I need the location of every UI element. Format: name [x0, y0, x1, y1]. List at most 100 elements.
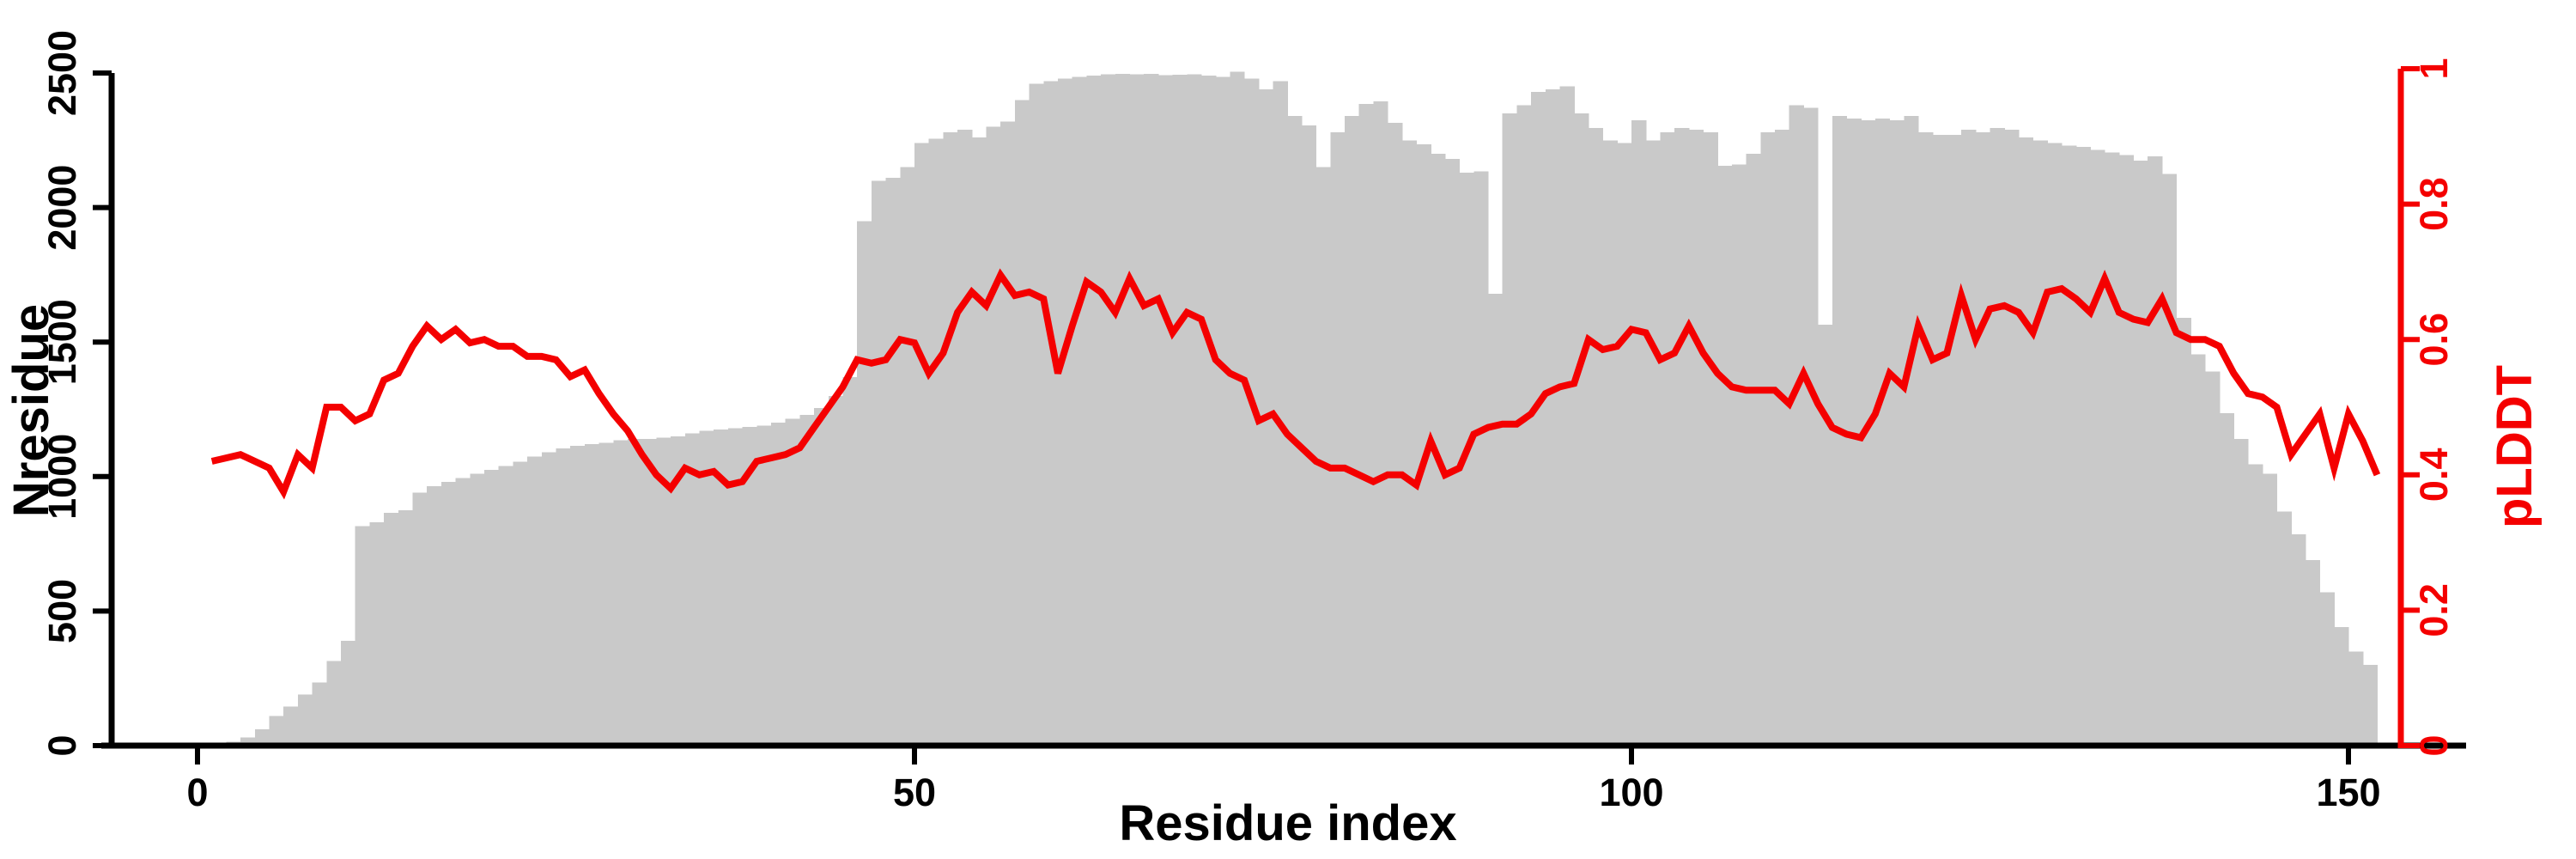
nresidue-bar [1014, 100, 1030, 746]
nresidue-bar [1373, 101, 1388, 746]
nresidue-bar [2334, 627, 2349, 746]
nresidue-bar [1731, 164, 1747, 746]
nresidue-bar [871, 180, 887, 746]
nresidue-bar [1502, 113, 1517, 746]
bars-layer [226, 71, 2378, 746]
nresidue-bar [1803, 107, 1819, 746]
nresidue-bar [355, 526, 370, 746]
nresidue-bar [1388, 122, 1403, 746]
nresidue-bar [1301, 125, 1317, 746]
nresidue-bar [1846, 119, 1862, 746]
nresidue-bar [283, 706, 299, 746]
nresidue-bar [1287, 116, 1303, 746]
nresidue-bar [484, 470, 500, 746]
nresidue-bar [2190, 354, 2206, 746]
nresidue-bar [1904, 116, 1919, 746]
nresidue-bar [671, 436, 686, 746]
nresidue-bar [1029, 83, 1044, 746]
nresidue-bar [2348, 651, 2364, 746]
nresidue-bar [1660, 131, 1675, 746]
nresidue-bar [2305, 559, 2321, 746]
nresidue-bar [1473, 171, 1489, 746]
nresidue-bar [1746, 154, 1761, 746]
y-left-tick-label: 500 [40, 579, 84, 643]
nresidue-bar [1932, 135, 1947, 746]
nresidue-bar [1072, 76, 1087, 746]
nresidue-bar [1688, 129, 1704, 746]
nresidue-bar [2161, 174, 2178, 746]
nresidue-bar [2090, 149, 2105, 746]
nresidue-bar [1144, 73, 1159, 746]
nresidue-bar [943, 131, 958, 746]
nresidue-bar [556, 448, 571, 746]
nresidue-bar [2248, 464, 2263, 746]
nresidue-bar [412, 492, 428, 746]
nresidue-bar [885, 178, 901, 746]
x-axis-title: Residue index [1119, 795, 1456, 851]
nresidue-bar [857, 221, 872, 746]
nresidue-bar [971, 137, 987, 746]
nresidue-bar [1086, 76, 1102, 746]
nresidue-bar [1717, 166, 1733, 746]
nresidue-bar [785, 418, 800, 746]
nresidue-bar [742, 426, 757, 746]
x-tick-label: 50 [893, 771, 936, 814]
nresidue-bar [1244, 78, 1260, 746]
nresidue-bar [1703, 131, 1718, 746]
nresidue-bar [2291, 534, 2306, 746]
nresidue-bar [369, 522, 385, 746]
nresidue-bar [1760, 131, 1776, 746]
nresidue-bar [2047, 143, 2063, 746]
nresidue-bar [1975, 131, 1991, 746]
nresidue-bar [2362, 665, 2378, 746]
nresidue-bar [1444, 159, 1461, 746]
nresidue-bar [254, 729, 270, 746]
nresidue-bar [1617, 143, 1632, 746]
axes-layer: 0 50 100 1500500100015002000250000.20.40.60… [40, 30, 2466, 814]
nresidue-bar [771, 423, 787, 746]
nresidue-bar [427, 485, 442, 746]
nresidue-bar [1645, 140, 1661, 746]
nresidue-bar [1401, 140, 1418, 746]
nresidue-bar [628, 439, 643, 746]
nresidue-bar [684, 433, 701, 746]
nresidue-bar [1187, 74, 1202, 746]
nresidue-bar [986, 126, 1001, 746]
y-right-tick-label: 1 [2412, 58, 2456, 79]
nresidue-bar [584, 444, 600, 746]
nresidue-bar [455, 478, 471, 746]
nresidue-bar [1215, 76, 1230, 746]
nresidue-bar [2219, 413, 2234, 746]
nresidue-bar [1000, 121, 1016, 746]
nresidue-bar [1058, 78, 1073, 746]
nresidue-bar [1861, 119, 1876, 746]
nresidue-bar [598, 442, 614, 746]
nresidue-bar [2276, 511, 2292, 746]
nresidue-bar [1961, 129, 1977, 746]
nresidue-bar [1129, 74, 1145, 746]
nresidue-bar [2062, 145, 2077, 746]
y-right-tick-label: 0.8 [2412, 177, 2456, 231]
y-right-tick-label: 0.2 [2412, 583, 2456, 637]
nresidue-bar [1545, 88, 1561, 746]
nresidue-bar [2133, 160, 2148, 746]
nresidue-bar [756, 425, 772, 746]
nresidue-bar [440, 482, 457, 746]
nresidue-bar [1330, 131, 1346, 746]
nresidue-bar [2205, 371, 2221, 746]
nresidue-bar [1588, 128, 1604, 746]
y-left-tick-label: 0 [40, 734, 84, 756]
nresidue-bar [269, 716, 284, 746]
x-tick-label: 150 [2316, 771, 2380, 814]
y-left-tick-label: 1000 [40, 434, 84, 520]
nresidue-bar [384, 513, 399, 746]
nresidue-bar [1918, 131, 1934, 746]
y-left-tick-label: 1500 [40, 299, 84, 385]
nresidue-bar [1043, 81, 1059, 746]
y-right-tick-label: 0.6 [2412, 313, 2456, 367]
line-layer [210, 268, 2381, 500]
nresidue-bar [2262, 473, 2278, 746]
nresidue-bar [1990, 128, 2005, 746]
nresidue-bar [1775, 129, 1790, 746]
